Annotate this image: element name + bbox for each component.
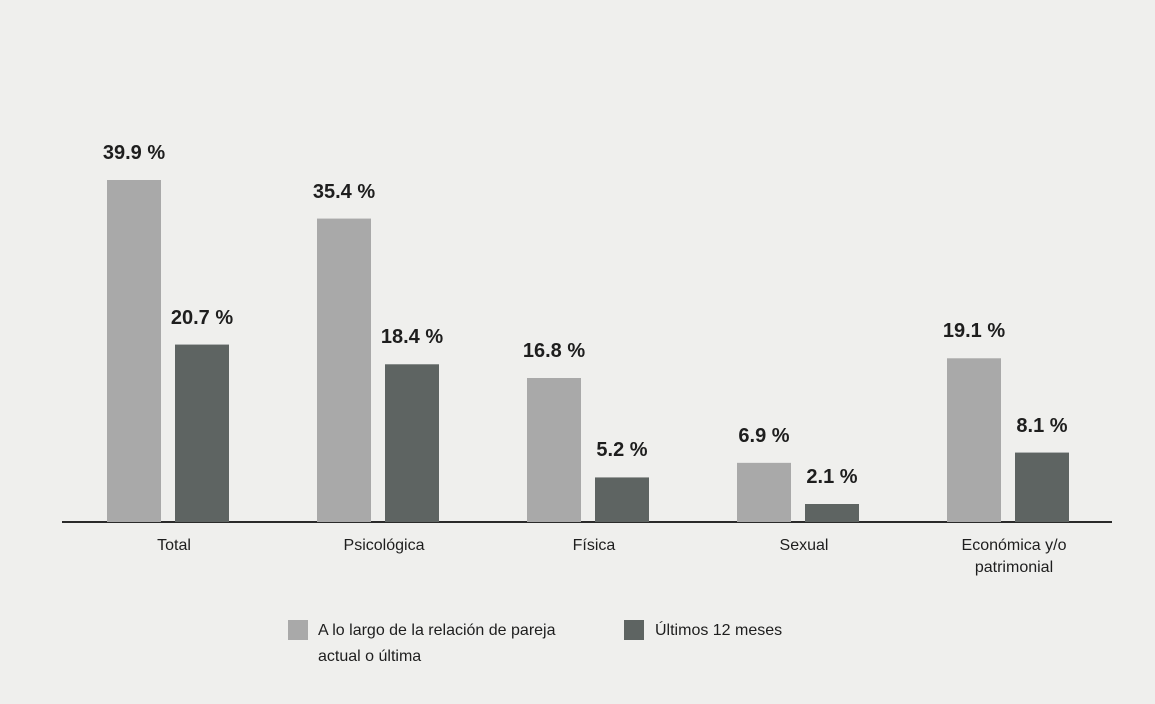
- legend-label: Últimos 12 meses: [655, 622, 783, 639]
- legend-label: A lo largo de la relación de pareja actu…: [318, 622, 556, 665]
- data-label: 2.1 %: [806, 466, 858, 488]
- x-tick-label: Física: [572, 537, 616, 554]
- bar: [805, 504, 859, 522]
- data-label: 39.9 %: [102, 142, 166, 164]
- legend-swatch: [624, 620, 644, 640]
- bar: [317, 218, 371, 523]
- bar: [595, 477, 649, 522]
- bar: [385, 364, 439, 522]
- x-tick-label: Económica y/o patrimonial: [961, 537, 1067, 576]
- legend-swatch: [288, 620, 308, 640]
- data-label: 6.9 %: [738, 424, 790, 447]
- data-label: 16.8 %: [522, 340, 586, 362]
- data-label: 35.4 %: [312, 180, 376, 203]
- bar: [947, 358, 1001, 522]
- x-tick-label: Sexual: [779, 537, 829, 554]
- x-tick-label: Psicológica: [343, 537, 425, 554]
- data-label: 18.4 %: [380, 326, 444, 349]
- bar: [527, 378, 581, 522]
- data-label: 8.1 %: [1016, 414, 1068, 437]
- x-tick-label: Total: [157, 537, 191, 554]
- bar: [737, 462, 791, 522]
- data-label: 5.2 %: [596, 439, 648, 462]
- data-label: 20.7 %: [170, 306, 234, 329]
- bar: [175, 344, 229, 522]
- bar: [107, 180, 161, 522]
- data-label: 19.1 %: [942, 320, 1006, 343]
- bar: [1015, 452, 1069, 522]
